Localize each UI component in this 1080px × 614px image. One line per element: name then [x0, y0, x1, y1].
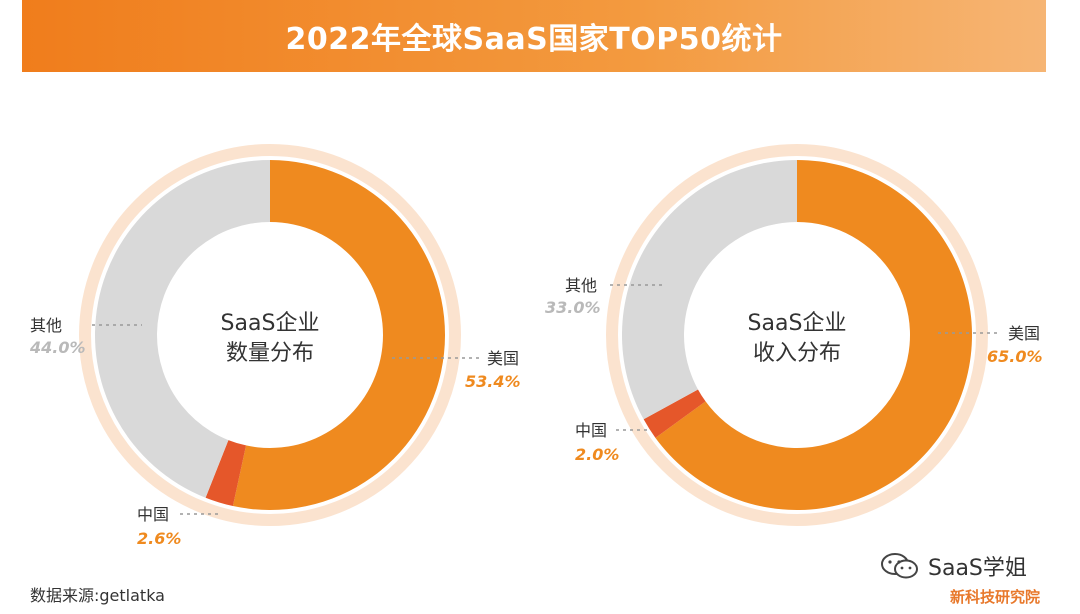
source-note: 数据来源:getlatka — [30, 586, 165, 605]
donut-chart-revenue: SaaS企业 收入分布 美国 65.0% 其他 33.0% 中国 2.0% — [545, 144, 1043, 526]
slice-china-1 — [205, 440, 247, 507]
label-us-2: 美国 — [1008, 324, 1040, 343]
outer-ring-2 — [606, 144, 988, 526]
center-label-1-line1: SaaS企业 — [221, 311, 320, 336]
label-china-2: 中国 — [575, 421, 607, 440]
center-label-2-line1: SaaS企业 — [748, 311, 847, 336]
wechat-account-name: SaaS学姐 — [928, 556, 1027, 581]
label-other-1: 其他 — [30, 316, 62, 335]
slice-us-2 — [655, 160, 972, 510]
pct-us-2: 65.0% — [987, 347, 1043, 366]
label-other-2: 其他 — [565, 276, 597, 295]
pct-china-2: 2.0% — [575, 445, 619, 464]
center-label-1-line2: 数量分布 — [226, 341, 314, 366]
slice-us-1 — [232, 160, 446, 511]
page-title: 2022年全球SaaS国家TOP50统计 — [285, 22, 783, 57]
outer-ring-1 — [79, 144, 461, 526]
wechat-tag: SaaS学姐 — [880, 548, 1027, 584]
pct-china-1: 2.6% — [137, 529, 181, 548]
pct-other-2: 33.0% — [545, 298, 601, 317]
label-china-1: 中国 — [137, 505, 169, 524]
label-us-1: 美国 — [487, 349, 519, 368]
pct-us-1: 53.4% — [465, 372, 521, 391]
donut-chart-count: SaaS企业 数量分布 美国 53.4% 其他 44.0% 中国 2.6% — [29, 144, 521, 548]
slice-other-1 — [95, 160, 270, 498]
header-bar: 2022年全球SaaS国家TOP50统计 — [22, 0, 1046, 72]
slice-other-2 — [621, 160, 797, 420]
brand-label: 新科技研究院 — [950, 588, 1041, 606]
slice-china-2 — [643, 389, 706, 438]
wechat-icon — [881, 553, 918, 579]
pct-other-1: 44.0% — [29, 338, 86, 357]
center-label-2-line2: 收入分布 — [753, 341, 841, 366]
